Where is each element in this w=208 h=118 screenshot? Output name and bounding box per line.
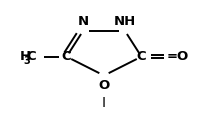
Text: NH: NH: [114, 15, 136, 28]
Text: I: I: [102, 96, 106, 110]
Text: O: O: [98, 79, 110, 92]
Text: =O: =O: [166, 50, 189, 63]
Text: C: C: [62, 50, 71, 63]
Text: 3: 3: [23, 56, 30, 66]
Text: C: C: [27, 50, 36, 63]
Text: N: N: [78, 15, 89, 28]
Text: C: C: [137, 50, 146, 63]
Text: H: H: [20, 50, 31, 63]
